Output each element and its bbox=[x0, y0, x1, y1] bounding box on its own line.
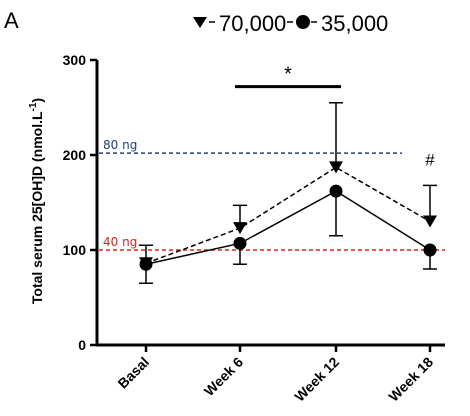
x-tick-label: Week 12 bbox=[291, 354, 342, 405]
y-tick-label: 300 bbox=[63, 52, 87, 68]
y-tick-label: 0 bbox=[78, 337, 86, 353]
reference-line-label: 80 ng bbox=[103, 138, 137, 152]
y-tick-label: 100 bbox=[63, 242, 87, 258]
plot-area: 80 ng 40 ng 0 100 200 300 Basal Week 6 Week 12 We… bbox=[63, 52, 445, 405]
legend-label-35000: 35,000 bbox=[321, 11, 388, 36]
x-tick-label: Week 6 bbox=[201, 354, 246, 399]
data-point-circle bbox=[329, 184, 343, 198]
data-point-triangle bbox=[233, 222, 247, 235]
x-tick-label: Week 18 bbox=[385, 354, 436, 405]
y-tick-label: 200 bbox=[63, 147, 87, 163]
legend-triangle-marker bbox=[193, 17, 207, 28]
series-line bbox=[145, 190, 431, 265]
y-axis-label-main: Total serum 25[OH]D (nmol.L bbox=[29, 111, 45, 304]
data-point-triangle bbox=[329, 161, 343, 174]
data-point-triangle bbox=[423, 215, 437, 228]
x-tick-label: Basal bbox=[114, 354, 152, 392]
data-point-circle bbox=[233, 236, 247, 250]
significance-star: * bbox=[284, 64, 292, 86]
legend: 70,000 35,000 bbox=[193, 11, 388, 36]
data-point-circle bbox=[423, 243, 437, 257]
legend-label-70000: 70,000 bbox=[219, 11, 286, 36]
data-point-circle bbox=[139, 257, 153, 271]
reference-line-label: 40 ng bbox=[103, 235, 137, 249]
significance-hash: # bbox=[425, 150, 435, 169]
legend-circle-marker bbox=[296, 15, 310, 29]
y-axis-label-sup: -1 bbox=[28, 102, 39, 111]
series-line bbox=[145, 166, 431, 265]
y-axis-label: Total serum 25[OH]D (nmol.L-1) bbox=[28, 98, 45, 304]
y-axis-label-close: ) bbox=[29, 98, 45, 103]
panel-label: A bbox=[4, 8, 19, 33]
